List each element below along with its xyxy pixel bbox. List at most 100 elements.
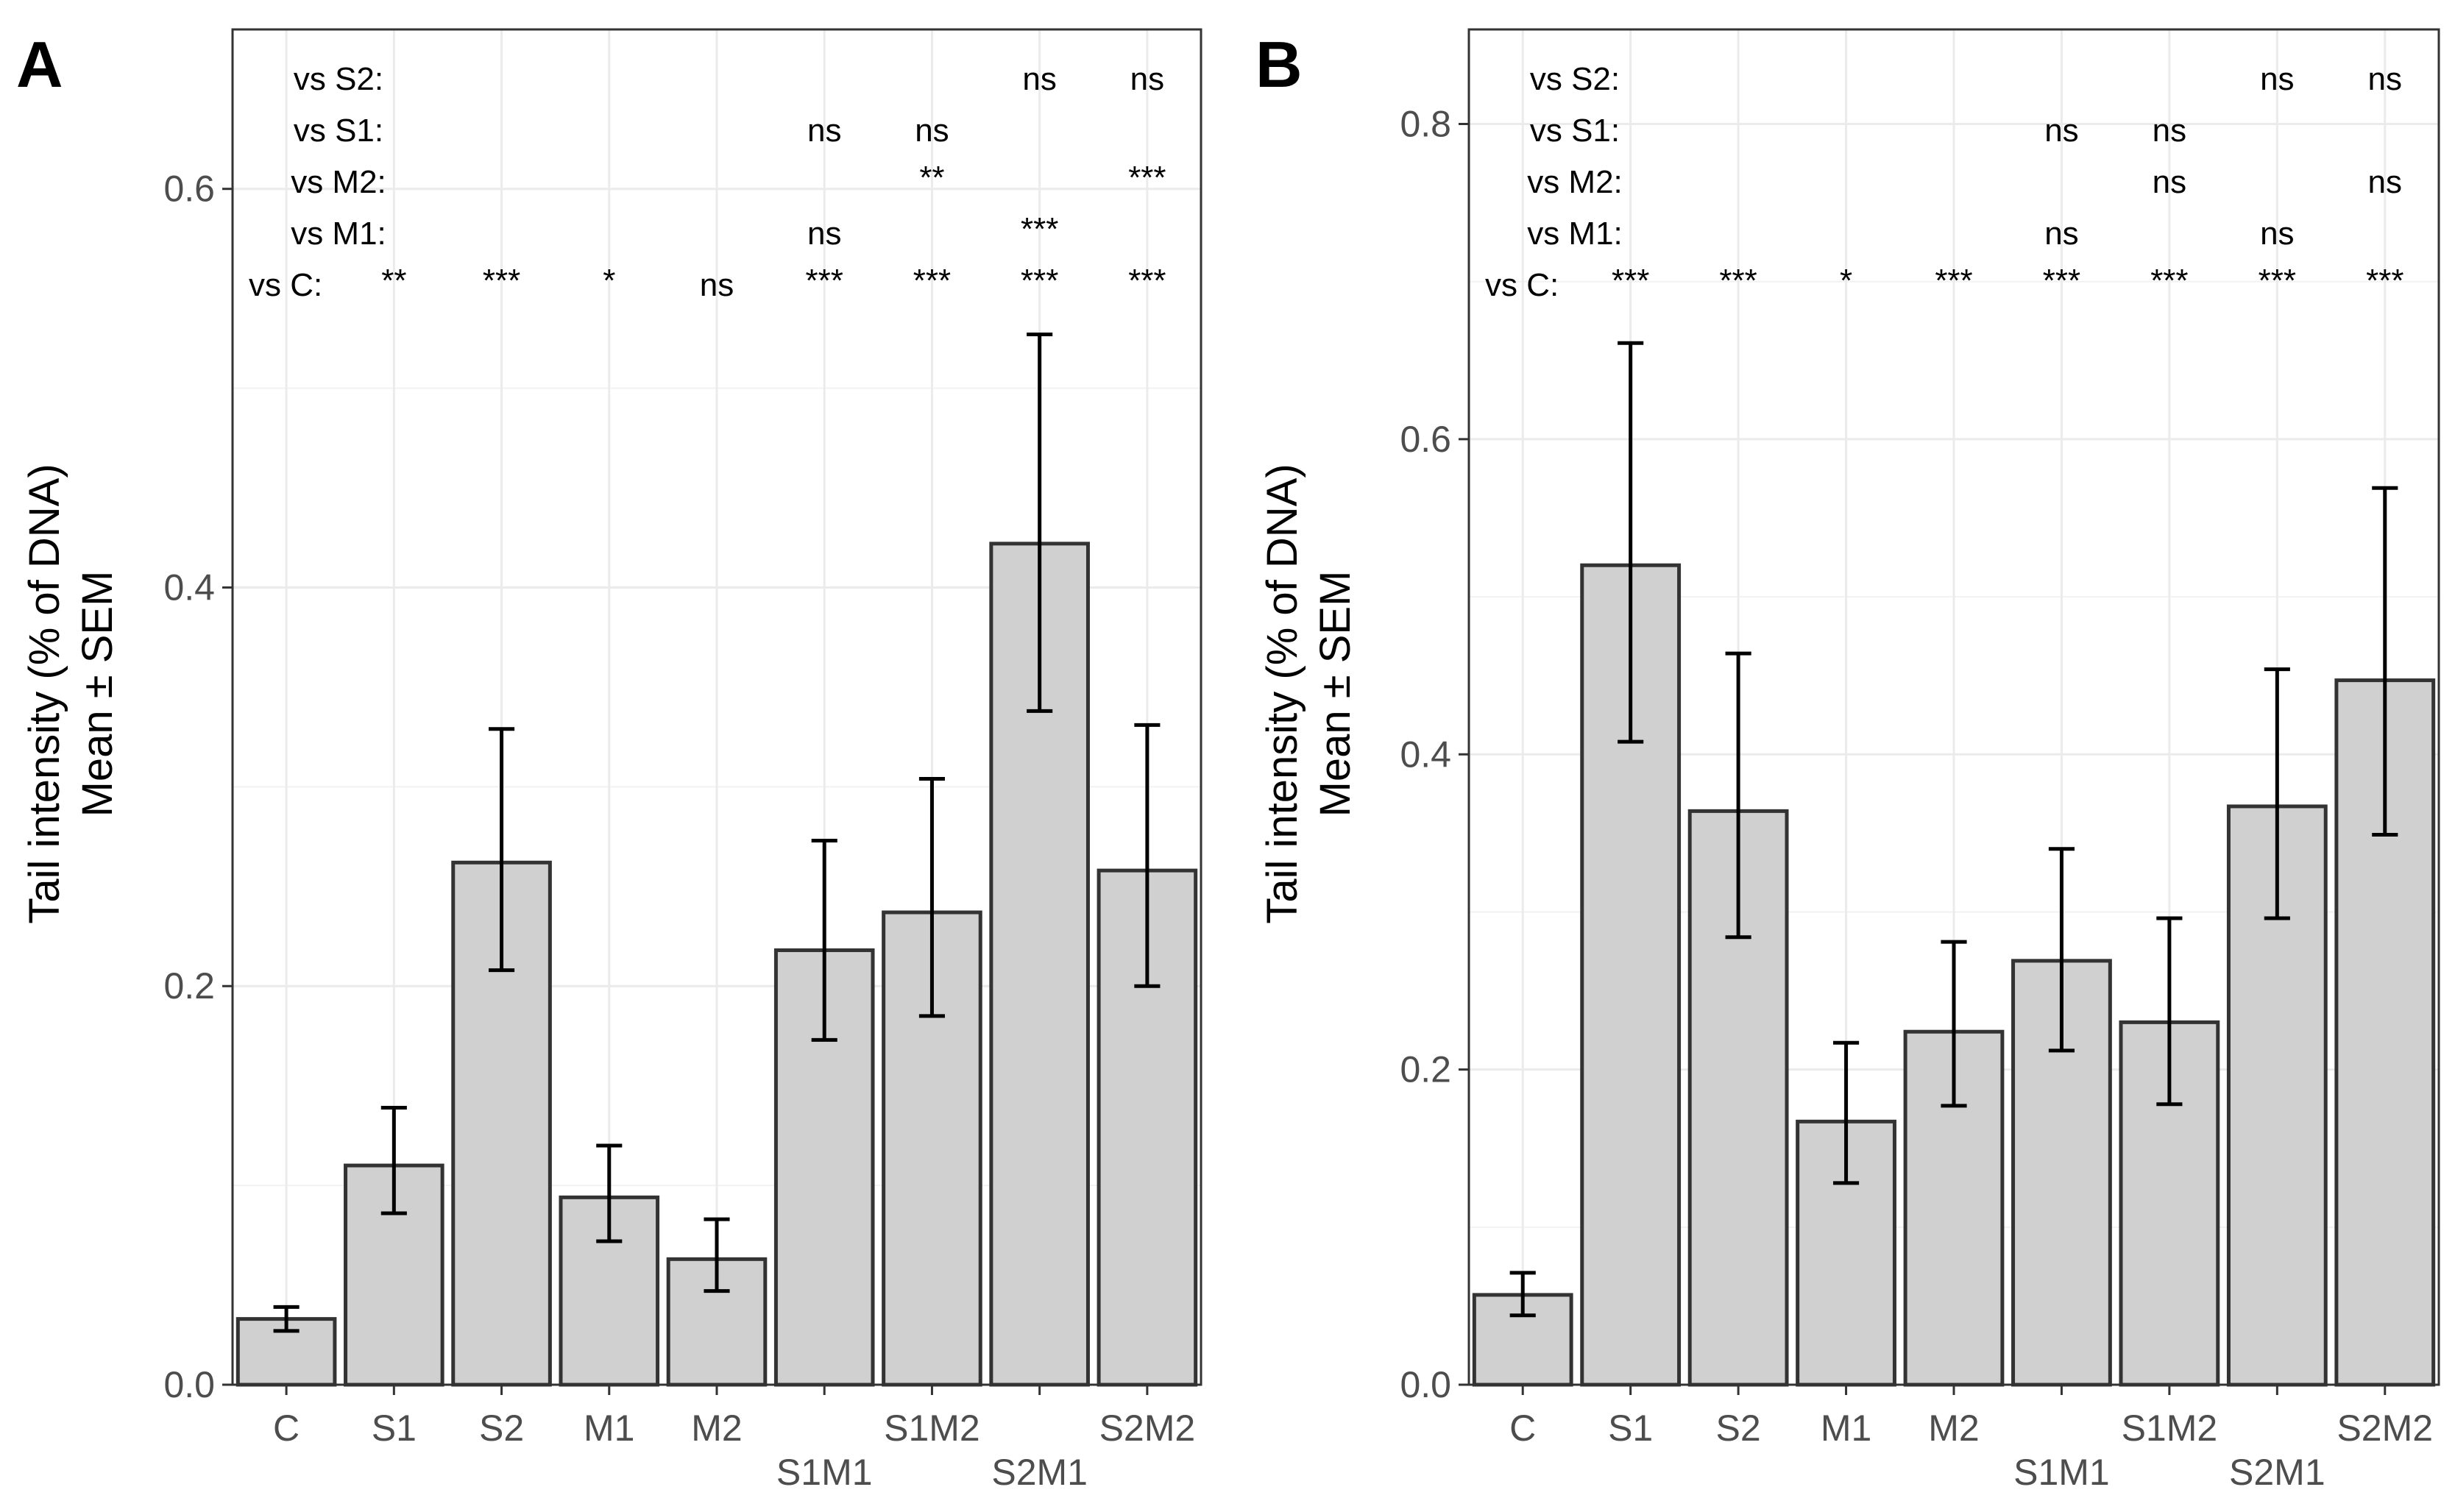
panel-a-sig-mark: *: [603, 263, 615, 299]
panel-b-xtick-label-S2M1: S2M1: [2229, 1452, 2325, 1493]
panel-b-xtick-label-M2: M2: [1928, 1408, 1979, 1449]
panel-a-sig-mark: ns: [1130, 61, 1164, 97]
panel-b-errorbar-S1M1: [2048, 847, 2075, 1053]
panel-b-sig-mark: ns: [2153, 164, 2186, 200]
panel-a-sig-row-label: vs M1:: [291, 216, 386, 252]
panel-a-xtick-label-S2: S2: [479, 1408, 524, 1449]
panel-a-errorbar-S2M2: [1134, 723, 1161, 988]
panel-a-sig-mark: ***: [806, 263, 843, 299]
panel-b-ytick-label: 0.6: [1400, 419, 1451, 460]
panel-a-xtick-label-S1M1: S1M1: [776, 1452, 873, 1493]
panel-b-errorbar-S1M2: [2156, 916, 2183, 1107]
panel-a-sig-mark: ns: [1022, 61, 1056, 97]
panel-b-ylabel-line1: Tail intensity (% of DNA): [1258, 464, 1306, 923]
panel-a-errorbar-C: [273, 1305, 300, 1333]
panel-a-xtick-label-M2: M2: [691, 1408, 742, 1449]
panel-a-sig-mark: ns: [915, 113, 949, 149]
panel-a-letter: A: [16, 28, 63, 101]
panel-b-sig-mark: ***: [2150, 263, 2188, 299]
panel-a-ytick-label: 0.6: [163, 168, 215, 210]
panel-a-plot: 0.00.20.40.6C S1 S2 M1 M2S1M1S1M2S2M1S2M2vs …: [163, 28, 1202, 1493]
panel-b-sig-mark: ns: [2044, 216, 2078, 252]
panel-a-xtick-label-M1: M1: [584, 1408, 634, 1449]
panel-a-errorbar-M2: [704, 1217, 730, 1293]
panel-a-sig-row-label: vs S1:: [294, 113, 383, 149]
panel-b-errorbar-S2: [1725, 651, 1751, 940]
panel-a-ytick-label: 0.0: [163, 1364, 215, 1405]
panel-b-sig-mark: ***: [2366, 263, 2403, 299]
panel-b-errorbar-M1: [1832, 1040, 1860, 1185]
panel-a-ytick-label: 0.4: [163, 567, 215, 608]
panel-b-sig-mark: *: [1840, 263, 1852, 299]
panel-a-sig-mark: **: [381, 263, 406, 299]
panel-b-sig-row-label: vs S1:: [1530, 113, 1620, 149]
panel-a-sig-mark: ns: [700, 267, 734, 303]
panel-b-sig-mark: ***: [1719, 263, 1757, 299]
panel-b-plot: 0.00.20.40.60.8C S1 S2 M1 M2S1M1S1M2S2M1S2M2…: [1400, 28, 2440, 1493]
panel-b-sig-row-label: vs C:: [1485, 267, 1559, 303]
panel-b-bar-S1M2: [2119, 1020, 2220, 1387]
panel-a-errorbar-S2: [489, 727, 515, 973]
panel-a-xtick-label-S2M1: S2M1: [991, 1452, 1088, 1493]
panel-a-ytick-label: 0.2: [163, 965, 215, 1007]
panel-a-sig-mark: ***: [1021, 263, 1058, 299]
panel-a-errorbar-S1: [380, 1105, 407, 1215]
panel-b-sig-mark: ns: [2153, 113, 2186, 149]
panel-b-xtick-label-S2M2: S2M2: [2337, 1408, 2433, 1449]
panel-a-sig-mark: ***: [1128, 263, 1166, 299]
panel-b-sig-mark: ***: [2043, 263, 2080, 299]
panel-b-sig-mark: ***: [1612, 263, 1649, 299]
panel-b-sig-row-label: vs S2:: [1530, 61, 1620, 97]
panel-b-xtick-label-S1M2: S1M2: [2122, 1408, 2218, 1449]
panel-b-xtick-label-S1M1: S1M1: [2013, 1452, 2110, 1493]
panel-a-sig-mark: ns: [807, 113, 841, 149]
panel-a-sig-mark: ***: [1128, 160, 1166, 196]
panel-a-sig-mark: ns: [807, 216, 841, 252]
panel-b-xtick-label-M1: M1: [1821, 1408, 1871, 1449]
panel-b-ytick-label: 0.2: [1400, 1049, 1451, 1090]
panel-a: A Tail intensity (% of DNA) Mean ± SEM: [16, 28, 121, 924]
panel-a-xtick-label-S2M2: S2M2: [1099, 1408, 1196, 1449]
panel-b-xtick-label-S2: S2: [1716, 1408, 1761, 1449]
panel-a-errorbar-S1M1: [811, 838, 837, 1042]
panel-b-sig-mark: ***: [1935, 263, 1972, 299]
panel-b-ytick-label: 0.0: [1400, 1364, 1451, 1405]
panel-b-ytick-label: 0.8: [1400, 104, 1451, 145]
panel-b-sig-mark: ns: [2368, 61, 2402, 97]
panel-a-sig-row-label: vs S2:: [294, 61, 383, 97]
panel-a-sig-row-label: vs M2:: [291, 164, 386, 200]
panel-a-sig-mark: ***: [1021, 211, 1058, 247]
panel-a-xtick-label-S1: S1: [372, 1408, 417, 1449]
panel-a-xtick-label-C: C: [273, 1408, 300, 1449]
panel-a-sig-mark: ***: [913, 263, 951, 299]
panel-b-sig-mark: ns: [2260, 61, 2294, 97]
panel-b-errorbar-C: [1509, 1271, 1536, 1318]
panel-a-ylabel-line2: Mean ± SEM: [74, 571, 121, 817]
panel-b-errorbar-M2: [1941, 940, 1967, 1108]
panel-b-sig-mark: ***: [2259, 263, 2296, 299]
panel-b-letter: B: [1255, 28, 1303, 101]
panel-a-sig-mark: ***: [483, 263, 520, 299]
panel-b-ylabel-line2: Mean ± SEM: [1311, 571, 1359, 817]
panel-b-xtick-label-C: C: [1509, 1408, 1536, 1449]
panel-b-errorbar-S2M2: [2372, 486, 2398, 837]
panel-a-xtick-label-S1M2: S1M2: [884, 1408, 980, 1449]
panel-b-sig-mark: ns: [2260, 216, 2294, 252]
panel-b-ytick-label: 0.4: [1400, 734, 1451, 775]
panel-b-sig-row-label: vs M1:: [1527, 216, 1623, 252]
panel-b-sig-mark: ns: [2044, 113, 2078, 149]
panel-a-errorbar-S1M2: [918, 777, 945, 1018]
panel-a-errorbar-M1: [596, 1143, 623, 1243]
panel-a-sig-row-label: vs C:: [249, 267, 322, 303]
panel-a-errorbar-S2M1: [1027, 332, 1053, 713]
panel-a-sig-mark: **: [919, 160, 944, 196]
panel-b-errorbar-S1: [1618, 341, 1644, 744]
panel-b-sig-mark: ns: [2368, 164, 2402, 200]
panel-b: B Tail intensity (% of DNA) Mean ± SEM: [1255, 28, 1359, 924]
panel-b-sig-row-label: vs M2:: [1527, 164, 1623, 200]
panel-b-errorbar-S2M1: [2264, 667, 2290, 920]
panel-b-xtick-label-S1: S1: [1608, 1408, 1653, 1449]
panel-a-ylabel-line1: Tail intensity (% of DNA): [21, 464, 68, 923]
